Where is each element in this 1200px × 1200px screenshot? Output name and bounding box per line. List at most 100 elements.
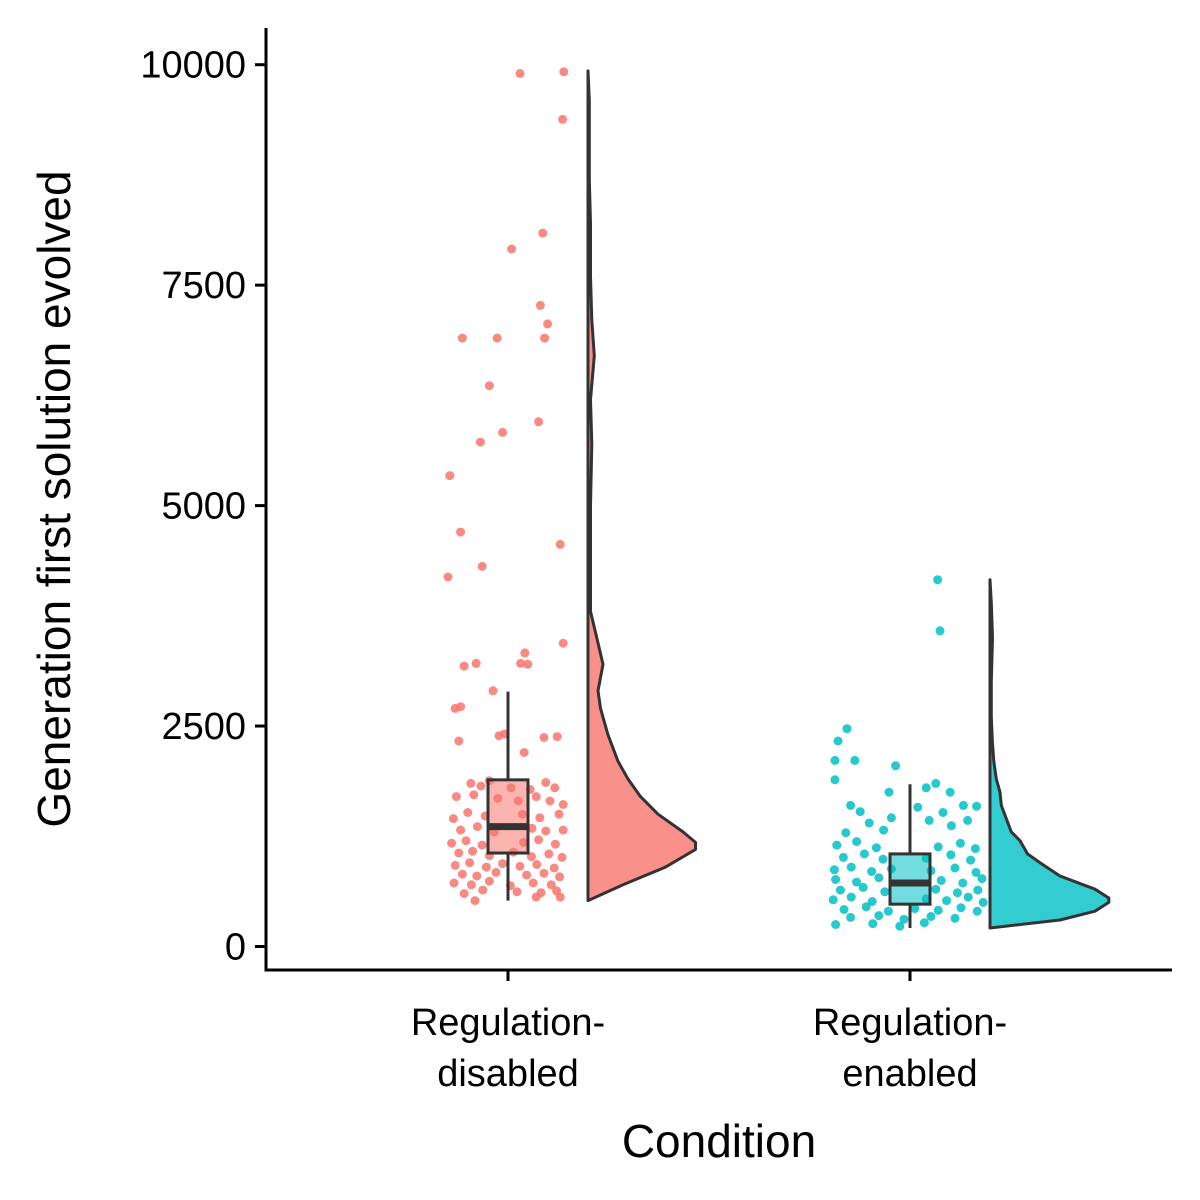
axes-layer — [264, 28, 1172, 972]
data-point — [858, 882, 868, 892]
data-point — [555, 872, 565, 882]
violin-layer — [586, 69, 1111, 930]
data-point — [958, 800, 968, 810]
data-point — [498, 859, 508, 869]
data-point — [972, 906, 982, 916]
data-point — [541, 778, 551, 787]
data-point — [472, 871, 482, 881]
data-point — [842, 724, 852, 734]
data-point — [448, 814, 458, 824]
data-point — [488, 686, 498, 696]
data-point — [494, 731, 504, 741]
data-point — [841, 828, 851, 838]
data-point — [552, 732, 562, 742]
data-point — [457, 869, 467, 879]
data-point — [936, 875, 946, 885]
data-point — [469, 790, 479, 800]
data-point — [942, 896, 952, 906]
data-point — [544, 849, 554, 859]
data-point — [484, 876, 494, 886]
data-point — [535, 813, 545, 823]
data-point — [933, 575, 943, 585]
data-point — [946, 821, 956, 831]
data-point — [531, 892, 541, 902]
data-point — [557, 852, 567, 862]
data-point — [926, 912, 936, 921]
y-tick-label: 5000 — [161, 486, 246, 528]
data-point — [459, 661, 469, 671]
data-point — [478, 885, 488, 895]
boxplot-layer — [486, 691, 932, 928]
data-point — [555, 539, 565, 549]
data-point — [950, 863, 960, 873]
x-tick-label: enabled — [842, 1053, 977, 1095]
data-point — [972, 801, 982, 811]
data-point — [852, 877, 862, 887]
data-point — [883, 906, 893, 916]
data-point — [516, 658, 526, 668]
data-point — [931, 778, 941, 788]
data-point — [955, 838, 965, 848]
data-point — [879, 825, 889, 835]
data-point — [484, 381, 494, 391]
data-point — [895, 921, 905, 931]
data-point — [558, 825, 568, 835]
x-axis-title: Condition — [622, 1115, 816, 1167]
data-point — [555, 892, 565, 902]
data-point — [456, 825, 466, 835]
data-point — [838, 852, 848, 862]
data-point — [867, 897, 877, 906]
data-point — [830, 775, 840, 785]
data-point — [846, 912, 856, 922]
violin-disabled — [586, 69, 697, 903]
data-point — [956, 903, 966, 913]
data-point — [522, 870, 532, 880]
data-point — [874, 873, 884, 883]
data-point — [450, 860, 460, 870]
data-point — [855, 807, 865, 817]
data-point — [470, 896, 480, 906]
data-point — [831, 875, 841, 884]
data-point — [519, 748, 529, 757]
data-point — [465, 858, 475, 868]
data-point — [864, 818, 874, 828]
data-point — [832, 840, 842, 850]
y-tick-label: 7500 — [161, 265, 246, 307]
data-point — [443, 572, 453, 582]
data-point — [861, 902, 871, 912]
data-point — [545, 796, 555, 806]
data-point — [935, 626, 945, 636]
data-point — [476, 781, 486, 791]
y-tick-label: 2500 — [161, 706, 246, 748]
data-point — [475, 437, 485, 447]
data-point — [958, 878, 968, 888]
data-point — [867, 867, 877, 876]
data-point — [559, 67, 569, 77]
data-point — [554, 809, 564, 819]
data-point — [459, 889, 469, 899]
data-point — [950, 913, 960, 923]
data-point — [971, 867, 981, 877]
points-layer — [443, 67, 988, 931]
data-point — [886, 813, 896, 823]
data-point — [543, 319, 553, 329]
data-point — [839, 905, 849, 914]
y-tick-label: 10000 — [140, 45, 246, 87]
data-point — [933, 905, 943, 915]
data-point — [481, 862, 491, 872]
x-tick-label: Regulation- — [411, 1002, 605, 1044]
data-point — [468, 846, 478, 856]
data-point — [492, 333, 502, 343]
y-tick-label: 0 — [225, 927, 246, 969]
data-point — [457, 333, 467, 343]
data-point — [477, 840, 487, 850]
x-ticks: Regulation-disabled Regulation-enabled — [411, 970, 1007, 1095]
data-point — [831, 920, 841, 929]
data-point — [874, 911, 884, 921]
box-enabled — [888, 852, 932, 906]
data-point — [531, 792, 541, 802]
data-point — [945, 787, 955, 797]
x-tick-label: disabled — [437, 1053, 579, 1095]
data-point — [534, 835, 544, 845]
